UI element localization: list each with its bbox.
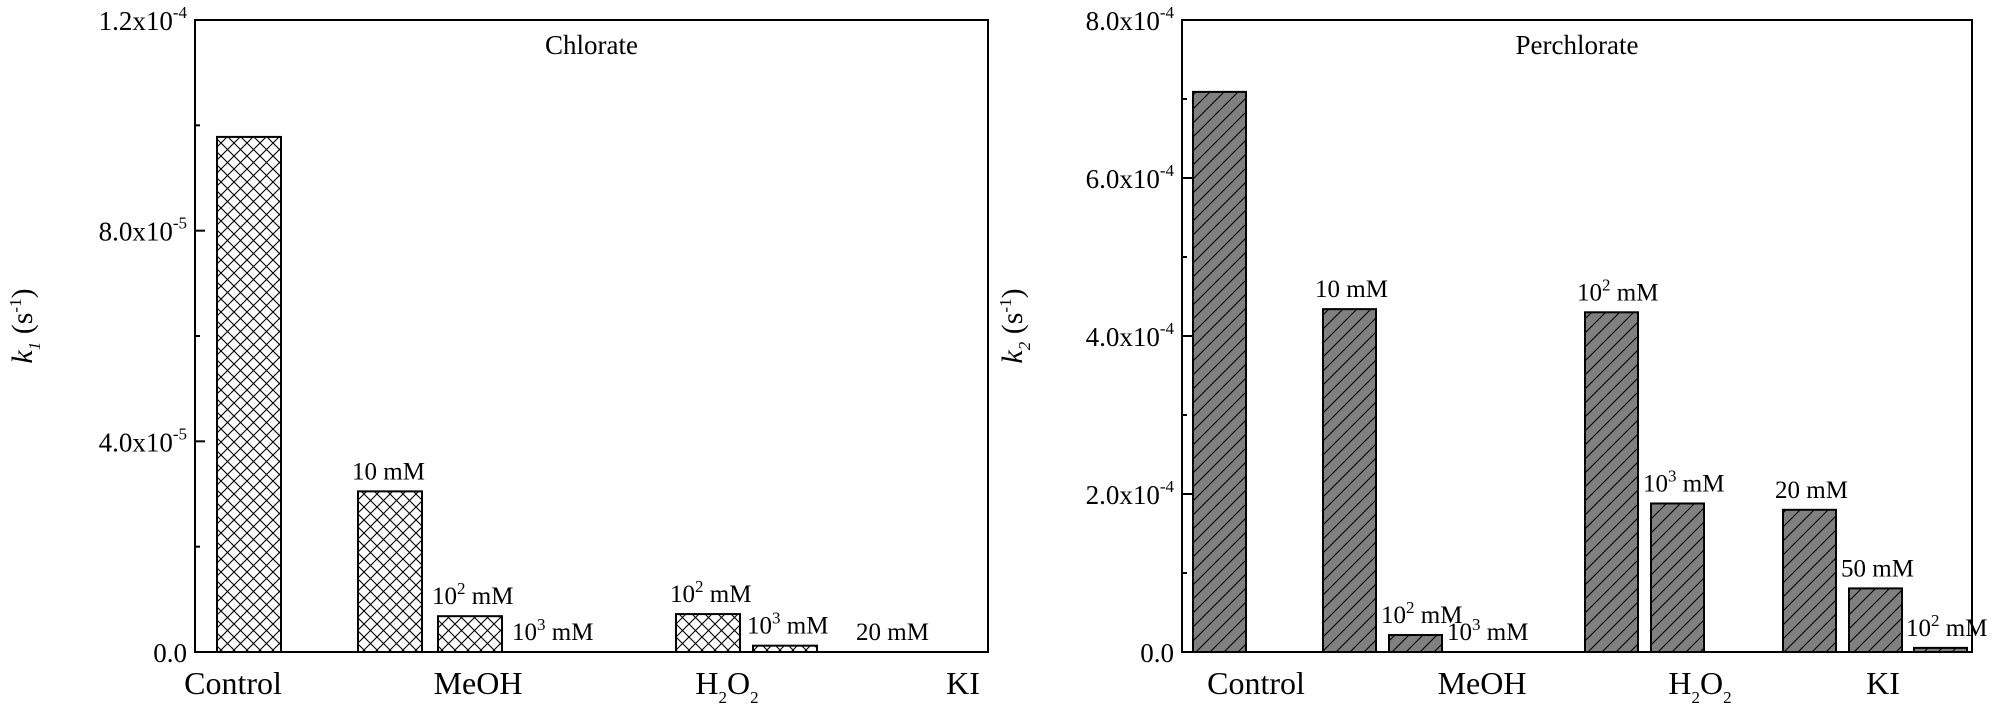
bar-label-1-2: 102 mM [1381, 598, 1462, 629]
bar-1-2 [1388, 634, 1443, 654]
y-tick-label-1-3: 6.0x10-4 [1086, 161, 1175, 194]
y-tick-label-0-0: 0.0 [153, 638, 187, 668]
bar-label-0-4: 102 mM [670, 577, 751, 608]
category-label-0-0: Control [184, 665, 282, 701]
y-tick-label-0-2: 8.0x10-5 [99, 214, 187, 247]
bar-label-1-8: 102 mM [1906, 611, 1987, 642]
y-tick-label-0-3: 1.2x10-4 [99, 3, 188, 36]
bar-label-0-6: 20 mM [856, 619, 929, 646]
y-tick-label-1-4: 8.0x10-4 [1086, 3, 1175, 36]
bar-1-4 [1584, 311, 1639, 653]
bar-0-2 [437, 615, 503, 653]
category-label-1-1: MeOH [1438, 665, 1527, 701]
y-tick-label-1-2: 4.0x10-4 [1086, 319, 1175, 352]
bar-1-5 [1650, 502, 1705, 654]
category-label-1-3: KI [1866, 665, 1900, 701]
bar-label-0-3: 103 mM [512, 615, 593, 646]
bar-label-0-5: 103 mM [747, 609, 828, 640]
category-label-0-1: MeOH [434, 665, 523, 701]
bar-1-7 [1848, 587, 1903, 654]
chart-title-1: Perchlorate [1516, 30, 1639, 60]
category-label-1-2: H2O2 [1668, 665, 1731, 707]
bar-label-1-6: 20 mM [1775, 477, 1848, 504]
bar-1-0 [1192, 90, 1247, 653]
bar-0-1 [357, 490, 423, 653]
bar-1-6 [1782, 508, 1837, 653]
y-tick-label-1-0: 0.0 [1140, 638, 1174, 668]
bar-label-1-5: 103 mM [1643, 466, 1724, 497]
bar-label-1-3: 103 mM [1447, 615, 1528, 646]
bar-label-1-1: 10 mM [1315, 276, 1388, 303]
bar-0-0 [216, 135, 282, 654]
bar-label-1-4: 102 mM [1577, 275, 1658, 306]
chart-title-0: Chlorate [545, 30, 638, 60]
y-axis-label-1: k2 (s-1) [996, 288, 1034, 363]
category-label-0-3: KI [946, 665, 980, 701]
bar-label-0-1: 10 mM [352, 458, 425, 485]
bar-label-1-7: 50 mM [1841, 555, 1914, 582]
category-label-0-2: H2O2 [695, 665, 758, 707]
bar-1-1 [1322, 308, 1377, 653]
bar-0-4 [675, 613, 741, 654]
y-tick-label-1-1: 2.0x10-4 [1086, 477, 1175, 510]
plot-frame-0 [194, 19, 989, 653]
y-tick-label-0-1: 4.0x10-5 [99, 424, 187, 457]
bar-label-0-2: 102 mM [432, 579, 513, 610]
category-label-1-0: Control [1207, 665, 1305, 701]
y-axis-label-0: k1 (s-1) [6, 288, 44, 363]
